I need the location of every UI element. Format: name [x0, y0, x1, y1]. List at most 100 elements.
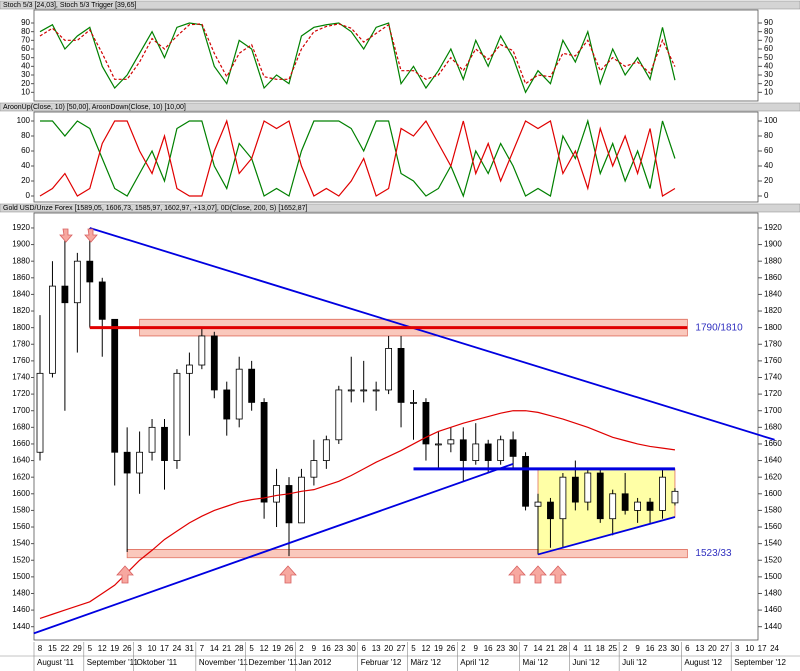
- month-label: September '12: [734, 658, 786, 667]
- x-tick-label: 2: [299, 644, 304, 653]
- candle-body: [161, 426, 168, 461]
- candle-body: [534, 501, 542, 507]
- y-tick-label: 50: [21, 53, 30, 62]
- y-tick-label: 30: [21, 70, 30, 79]
- x-tick-label: 3: [137, 644, 142, 653]
- y-tick-label: 1820: [12, 306, 30, 315]
- up-arrow: [279, 565, 297, 584]
- x-tick-label: 19: [272, 644, 281, 653]
- y-tick-label: 1640: [12, 456, 30, 465]
- y-tick-label-right: 1680: [764, 422, 782, 431]
- x-tick-label: 17: [160, 644, 169, 653]
- x-tick-label: 29: [73, 644, 82, 653]
- panel-title: Gold USD/Unze Forex [1589,05, 1606,73, 1…: [3, 205, 308, 212]
- series-line: [39, 119, 676, 197]
- y-tick-label-right: 100: [764, 116, 778, 125]
- panel-frame: [33, 212, 759, 641]
- x-tick-label: 10: [148, 644, 157, 653]
- x-tick-label: 19: [434, 644, 443, 653]
- y-tick-label-right: 1560: [764, 522, 782, 531]
- x-tick-label: 30: [347, 644, 356, 653]
- candle-body: [111, 318, 119, 453]
- x-tick-label: 11: [584, 644, 593, 653]
- x-tick-label: 13: [372, 644, 381, 653]
- x-tick-label: 13: [695, 644, 704, 653]
- x-tick-label: 28: [235, 644, 244, 653]
- x-tick-label: 12: [260, 644, 269, 653]
- month-label: August '12: [684, 658, 722, 667]
- y-tick-label: 60: [21, 146, 30, 155]
- y-tick-label-right: 1540: [764, 539, 782, 548]
- x-tick-label: 9: [635, 644, 640, 653]
- x-tick-label: 30: [670, 644, 679, 653]
- candle-body: [410, 402, 417, 404]
- candle-body: [273, 485, 280, 503]
- y-tick-label-right: 1500: [764, 572, 782, 581]
- x-tick-label: 14: [534, 644, 543, 653]
- x-tick-label: 24: [172, 644, 181, 653]
- zone: [126, 549, 688, 559]
- x-tick-label: 22: [60, 644, 69, 653]
- y-tick-label: 1880: [12, 256, 30, 265]
- trendline: [537, 516, 676, 556]
- y-tick-label-right: 1800: [764, 323, 782, 332]
- y-tick-label-right: 50: [764, 53, 773, 62]
- x-tick-label: 23: [334, 644, 343, 653]
- x-tick-label: 30: [509, 644, 518, 653]
- y-tick-label: 1460: [12, 605, 30, 614]
- y-tick-label-right: 10: [764, 87, 773, 96]
- x-tick-label: 6: [685, 644, 690, 653]
- candle-body: [459, 439, 467, 461]
- x-tick-label: 31: [185, 644, 194, 653]
- y-tick-label-right: 30: [764, 70, 773, 79]
- candle-body: [447, 439, 455, 445]
- x-tick-label: 8: [38, 644, 43, 653]
- x-tick-label: 26: [446, 644, 455, 653]
- x-tick-label: 20: [708, 644, 717, 653]
- x-tick-label: 2: [623, 644, 628, 653]
- x-tick-label: 16: [322, 644, 331, 653]
- candle-body: [185, 364, 193, 374]
- y-tick-label: 0: [26, 191, 31, 200]
- month-label: Juli '12: [622, 658, 647, 667]
- y-tick-label-right: 1480: [764, 589, 782, 598]
- trendline: [33, 463, 514, 635]
- x-tick-label: 6: [361, 644, 366, 653]
- candle-body: [248, 368, 256, 403]
- candle-body: [360, 389, 368, 392]
- y-tick-label-right: 1900: [764, 240, 782, 249]
- x-tick-label: 17: [758, 644, 767, 653]
- zone-label: 1523/33: [695, 548, 732, 559]
- x-tick-label: 7: [523, 644, 528, 653]
- candle-body: [136, 451, 144, 474]
- x-tick-label: 12: [98, 644, 107, 653]
- x-tick-label: 2: [461, 644, 466, 653]
- candle-body: [223, 389, 231, 420]
- y-tick-label-right: 1620: [764, 472, 782, 481]
- month-label: November '11: [199, 658, 249, 667]
- zone-label: 1790/1810: [695, 322, 743, 333]
- month-label: Juni '12: [572, 658, 600, 667]
- candle-body: [522, 456, 529, 507]
- candle-body: [210, 335, 218, 391]
- month-label: Februar '12: [361, 658, 402, 667]
- title-strip: [0, 203, 800, 213]
- month-label: März '12: [411, 658, 442, 667]
- y-tick-label: 1600: [12, 489, 30, 498]
- y-tick-label: 1920: [12, 223, 30, 232]
- x-tick-label: 15: [48, 644, 57, 653]
- candle-body: [609, 493, 617, 520]
- y-tick-label-right: 1440: [764, 622, 782, 631]
- candle-body: [335, 389, 343, 441]
- y-tick-label-right: 1600: [764, 489, 782, 498]
- up-arrow: [508, 565, 526, 584]
- y-tick-label-right: 60: [764, 44, 773, 53]
- month-label: Mai '12: [523, 658, 549, 667]
- y-tick-label-right: 1520: [764, 555, 782, 564]
- candle-body: [36, 372, 44, 453]
- candle-body: [571, 476, 579, 503]
- candle-body: [173, 372, 181, 461]
- y-tick-label: 1440: [12, 622, 30, 631]
- y-tick-label-right: 1720: [764, 389, 782, 398]
- y-tick-label-right: 1820: [764, 306, 782, 315]
